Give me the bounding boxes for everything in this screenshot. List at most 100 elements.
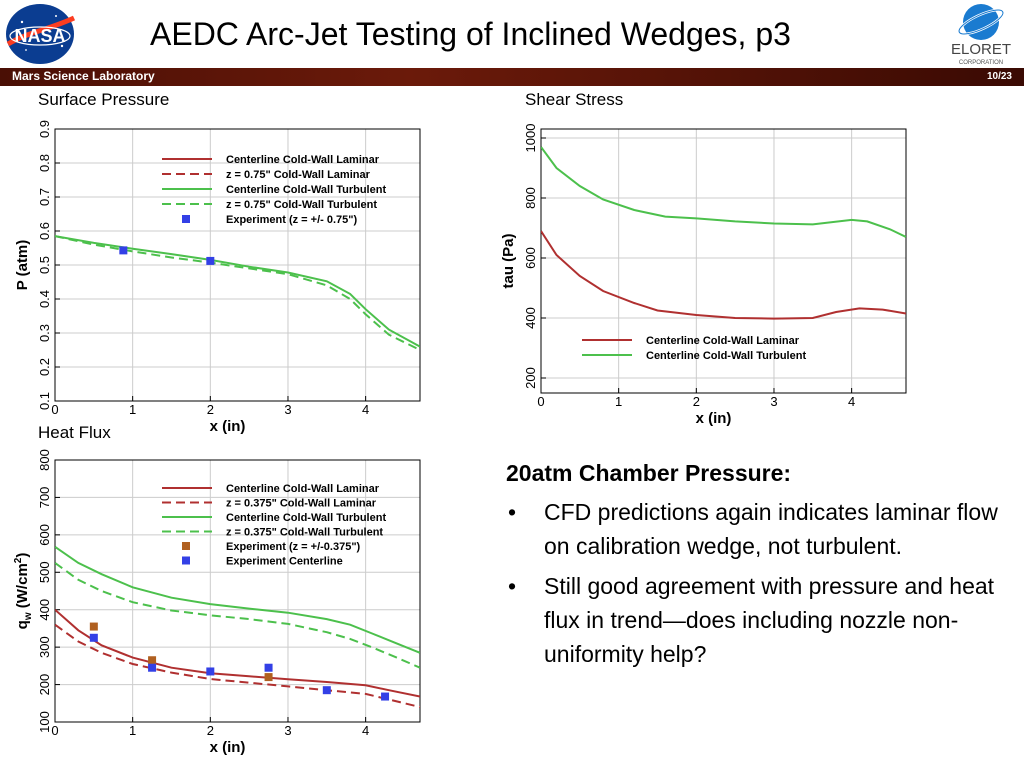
legend-entry: Experiment Centerline bbox=[226, 556, 343, 568]
x-axis-label: x (in) bbox=[210, 739, 246, 756]
legend-entry: Experiment (z = +/- 0.75") bbox=[226, 214, 357, 226]
x-tick-label: 1 bbox=[129, 723, 136, 738]
y-axis-label: P (atm) bbox=[14, 240, 31, 291]
legend-marker bbox=[182, 556, 190, 565]
legend-entry: z = 0.75" Cold-Wall Laminar bbox=[226, 169, 371, 181]
x-tick-label: 1 bbox=[129, 402, 136, 417]
y-axis-label-superscript: 2 bbox=[13, 557, 24, 563]
plot-area bbox=[55, 235, 420, 351]
text-box-heading: 20atm Chamber Pressure: bbox=[506, 460, 792, 486]
x-tick-label: 0 bbox=[537, 394, 544, 409]
series-line bbox=[55, 623, 420, 708]
slide-title: AEDC Arc-Jet Testing of Inclined Wedges,… bbox=[150, 16, 791, 52]
x-axis-label: x (in) bbox=[210, 418, 246, 435]
y-tick-label: 400 bbox=[523, 307, 538, 329]
plot-area bbox=[541, 146, 906, 320]
y-tick-label: 100 bbox=[37, 711, 52, 733]
chart-title: Heat Flux bbox=[38, 423, 111, 442]
data-point bbox=[264, 663, 273, 672]
series-line bbox=[541, 146, 906, 238]
y-tick-label: 800 bbox=[523, 187, 538, 209]
x-tick-label: 0 bbox=[51, 723, 58, 738]
bullet-item: • CFD predictions again indicates lamina… bbox=[506, 495, 1006, 563]
x-tick-label: 2 bbox=[207, 402, 214, 417]
data-point bbox=[381, 692, 390, 701]
bullet-item: • Still good agreement with pressure and… bbox=[506, 569, 1006, 671]
legend-entry: Centerline Cold-Wall Turbulent bbox=[226, 512, 386, 524]
chart-heat-flux: Heat Flux 0 1 2 3 4 100 200 300 400 500 600 700 800 x … bbox=[0, 420, 430, 758]
x-tick-label: 3 bbox=[284, 402, 291, 417]
chart-surface-pressure: Surface Pressure 0 1 2 3 4 0.1 0.2 0.3 0.4 0.5 0.6 0… bbox=[0, 86, 430, 435]
y-axis-label-unit: (W/cm bbox=[14, 563, 31, 612]
chart-shear-stress: Shear Stress 0 1 2 3 4 200 400 600 800 1000 x (in) t… bbox=[496, 86, 916, 427]
title-bar: Mars Science Laboratory 10/23 bbox=[0, 68, 1024, 86]
series-line bbox=[55, 608, 420, 698]
y-tick-label: 400 bbox=[37, 599, 52, 621]
legend-entry: Centerline Cold-Wall Turbulent bbox=[226, 184, 386, 196]
bullet-text: CFD predictions again indicates laminar … bbox=[544, 499, 998, 559]
x-tick-label: 2 bbox=[693, 394, 700, 409]
legend-marker bbox=[182, 215, 190, 223]
y-tick-label: 0.6 bbox=[37, 222, 52, 240]
y-tick-label: 0.2 bbox=[37, 358, 52, 376]
x-tick-label: 3 bbox=[284, 723, 291, 738]
y-tick-label: 500 bbox=[37, 561, 52, 583]
legend-entry: Centerline Cold-Wall Laminar bbox=[226, 154, 380, 166]
chart-title: Shear Stress bbox=[525, 90, 623, 109]
y-tick-label: 0.1 bbox=[37, 392, 52, 410]
y-tick-label: 0.4 bbox=[37, 290, 52, 308]
legend-entry: Experiment (z = +/-0.375") bbox=[226, 541, 361, 553]
data-point bbox=[264, 673, 273, 682]
y-tick-label: 0.5 bbox=[37, 256, 52, 274]
legend-entry: Centerline Cold-Wall Laminar bbox=[226, 483, 380, 495]
legend-entry: Centerline Cold-Wall Laminar bbox=[646, 335, 800, 347]
series-line bbox=[55, 545, 420, 654]
y-tick-label: 800 bbox=[37, 449, 52, 471]
y-tick-label: 0.9 bbox=[37, 120, 52, 138]
bullet-list: • CFD predictions again indicates lamina… bbox=[506, 495, 1006, 671]
bullet-text: Still good agreement with pressure and h… bbox=[544, 573, 995, 667]
text-box: 20atm Chamber Pressure: • CFD prediction… bbox=[506, 460, 1006, 677]
plot-frame bbox=[54, 459, 421, 723]
nasa-logo: NASA bbox=[4, 2, 76, 66]
y-tick-label: 0.8 bbox=[37, 154, 52, 172]
legend-marker bbox=[182, 542, 190, 550]
data-point bbox=[206, 256, 215, 265]
x-tick-label: 3 bbox=[770, 394, 777, 409]
data-point bbox=[148, 656, 157, 665]
nasa-logo-text: NASA bbox=[14, 26, 65, 46]
y-axis-label-subscript: w bbox=[23, 612, 34, 621]
x-tick-label: 4 bbox=[848, 394, 855, 409]
y-tick-label: 200 bbox=[37, 674, 52, 696]
x-tick-label: 0 bbox=[51, 402, 58, 417]
page-number: 10/23 bbox=[986, 71, 1012, 82]
plot-area bbox=[55, 545, 420, 708]
subtitle: Mars Science Laboratory bbox=[12, 69, 155, 83]
eloret-logo-subtext: CORPORATION bbox=[959, 60, 1003, 66]
x-tick-label: 2 bbox=[207, 723, 214, 738]
data-point bbox=[119, 246, 128, 255]
legend-entry: Centerline Cold-Wall Turbulent bbox=[646, 350, 806, 362]
y-tick-label: 700 bbox=[37, 487, 52, 509]
data-point bbox=[89, 622, 98, 631]
data-point bbox=[206, 667, 215, 676]
y-axis-label-main: q bbox=[14, 620, 31, 629]
y-tick-label: 600 bbox=[523, 247, 538, 269]
y-axis-label-end: ) bbox=[14, 553, 31, 558]
x-tick-label: 4 bbox=[362, 402, 369, 417]
legend-entry: z = 0.75" Cold-Wall Turbulent bbox=[226, 199, 377, 211]
legend-entry: z = 0.375" Cold-Wall Turbulent bbox=[226, 527, 383, 539]
plot-frame bbox=[540, 128, 907, 394]
y-tick-label: 600 bbox=[37, 524, 52, 546]
data-point bbox=[148, 663, 157, 672]
bullet-marker: • bbox=[508, 573, 517, 599]
eloret-logo: ELORET CORPORATION bbox=[942, 2, 1020, 68]
data-point bbox=[89, 633, 98, 642]
data-point bbox=[322, 686, 331, 695]
bullet-marker: • bbox=[508, 499, 517, 525]
eloret-logo-text: ELORET bbox=[951, 41, 1011, 58]
legend-entry: z = 0.375" Cold-Wall Laminar bbox=[226, 498, 377, 510]
y-tick-label: 1000 bbox=[523, 124, 538, 153]
y-axis-label: tau (Pa) bbox=[500, 233, 517, 288]
y-tick-label: 0.7 bbox=[37, 188, 52, 206]
